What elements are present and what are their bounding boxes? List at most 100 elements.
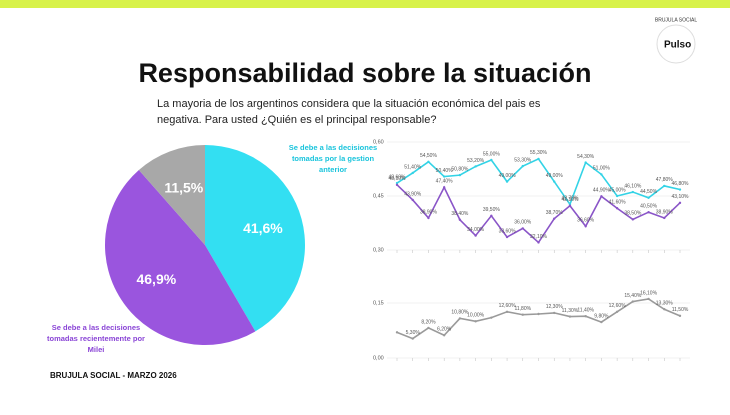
subtitle: La mayoria de los argentinos considera q… [157,98,541,110]
point [521,313,524,316]
point [427,326,430,330]
data-label: 38,50% [624,211,642,217]
point [568,204,572,207]
point [411,337,414,340]
point [678,188,682,191]
y-tick-label: 0,30 [373,247,384,253]
data-label: 50,40% [436,168,454,174]
point [521,164,524,168]
point [442,175,446,178]
annotation: Se debe a las decisiones [289,143,377,152]
annotation: Se debe a las decisiones [52,323,140,332]
point [458,317,462,320]
annotation: tomadas recientemente por [47,334,145,343]
data-label: 16,10% [640,290,658,296]
slice-label: 46,9% [136,271,176,287]
subtitle: negativa. Para usted ¿Quién es el princi… [157,114,436,126]
point [490,158,493,162]
data-label: 44,90% [593,188,611,194]
data-label: 53,20% [467,158,485,164]
point [600,195,603,198]
data-label: 11,50% [672,307,689,313]
data-label: 44,50% [640,189,658,195]
annotation: anterior [319,165,347,174]
point [474,234,477,237]
point [584,161,587,164]
data-label: 11,30% [562,308,579,314]
point [678,314,682,318]
point [663,184,666,188]
point [647,211,650,214]
data-label: 12,60% [609,303,627,309]
data-label: 46,10% [624,183,642,189]
point [568,315,572,318]
point [631,190,635,194]
data-label: 5,30% [406,330,421,336]
point [553,180,556,183]
title: Responsabilidad sobre la situación [138,58,591,88]
point [411,198,414,202]
point [442,334,446,337]
y-tick-label: 0,45 [373,193,384,199]
data-label: 39,50% [483,207,501,213]
point [505,310,509,313]
point [458,173,462,177]
point [395,181,399,185]
point [600,173,603,176]
point [631,300,635,303]
y-tick-label: 0,00 [373,355,384,361]
point [663,308,666,311]
point [521,227,524,230]
data-label: 49,00% [499,173,517,179]
point [458,218,462,221]
data-label: 55,00% [483,151,501,157]
data-label: 47,80% [656,177,674,183]
data-label: 50,80% [451,166,469,172]
data-label: 12,60% [499,303,517,309]
y-tick-label: 0,60 [373,139,384,145]
point [537,241,540,244]
data-label: 38,70% [546,210,564,216]
data-label: 43,10% [672,194,690,200]
pie-slice [104,169,256,345]
data-label: 55,30% [530,150,548,156]
point [537,157,540,161]
point [615,194,619,198]
data-label: 43,90% [404,191,422,197]
annotation: tomadas por la gestion [292,154,375,163]
point [678,201,682,205]
y-tick-label: 0,15 [373,300,384,306]
point [647,297,650,301]
point [537,312,540,316]
data-label: 32,10% [530,234,548,240]
slice-label: 41,6% [243,220,283,236]
point [663,216,666,220]
data-label: 36,00% [514,220,532,226]
data-label: 38,40% [451,211,469,217]
data-label: 40,50% [640,204,658,210]
point [395,331,399,334]
series-line [396,298,681,340]
pie-slice [205,145,305,332]
data-label: 13,30% [656,301,674,307]
point [553,217,556,220]
point [474,165,477,168]
point [490,316,493,319]
data-label: 49,00% [546,173,564,179]
data-label: 36,60% [577,218,595,224]
data-label: 48,10% [389,176,407,182]
top-band [0,0,730,8]
pie-slice [138,145,205,245]
data-label: 53,30% [514,157,532,163]
point [442,186,446,189]
annotation: Milei [88,345,105,354]
data-label: 38,90% [656,209,674,215]
footer: BRUJULA SOCIAL - MARZO 2026 [50,371,177,380]
data-label: 54,30% [577,154,595,160]
charts: 41,6% 46,9% 11,5% Se debe a las decisiones t… [47,139,690,361]
point [505,180,509,183]
data-label: 41,60% [609,200,627,206]
data-label: 48,60% [389,174,407,180]
data-label: 42,30% [561,197,579,203]
